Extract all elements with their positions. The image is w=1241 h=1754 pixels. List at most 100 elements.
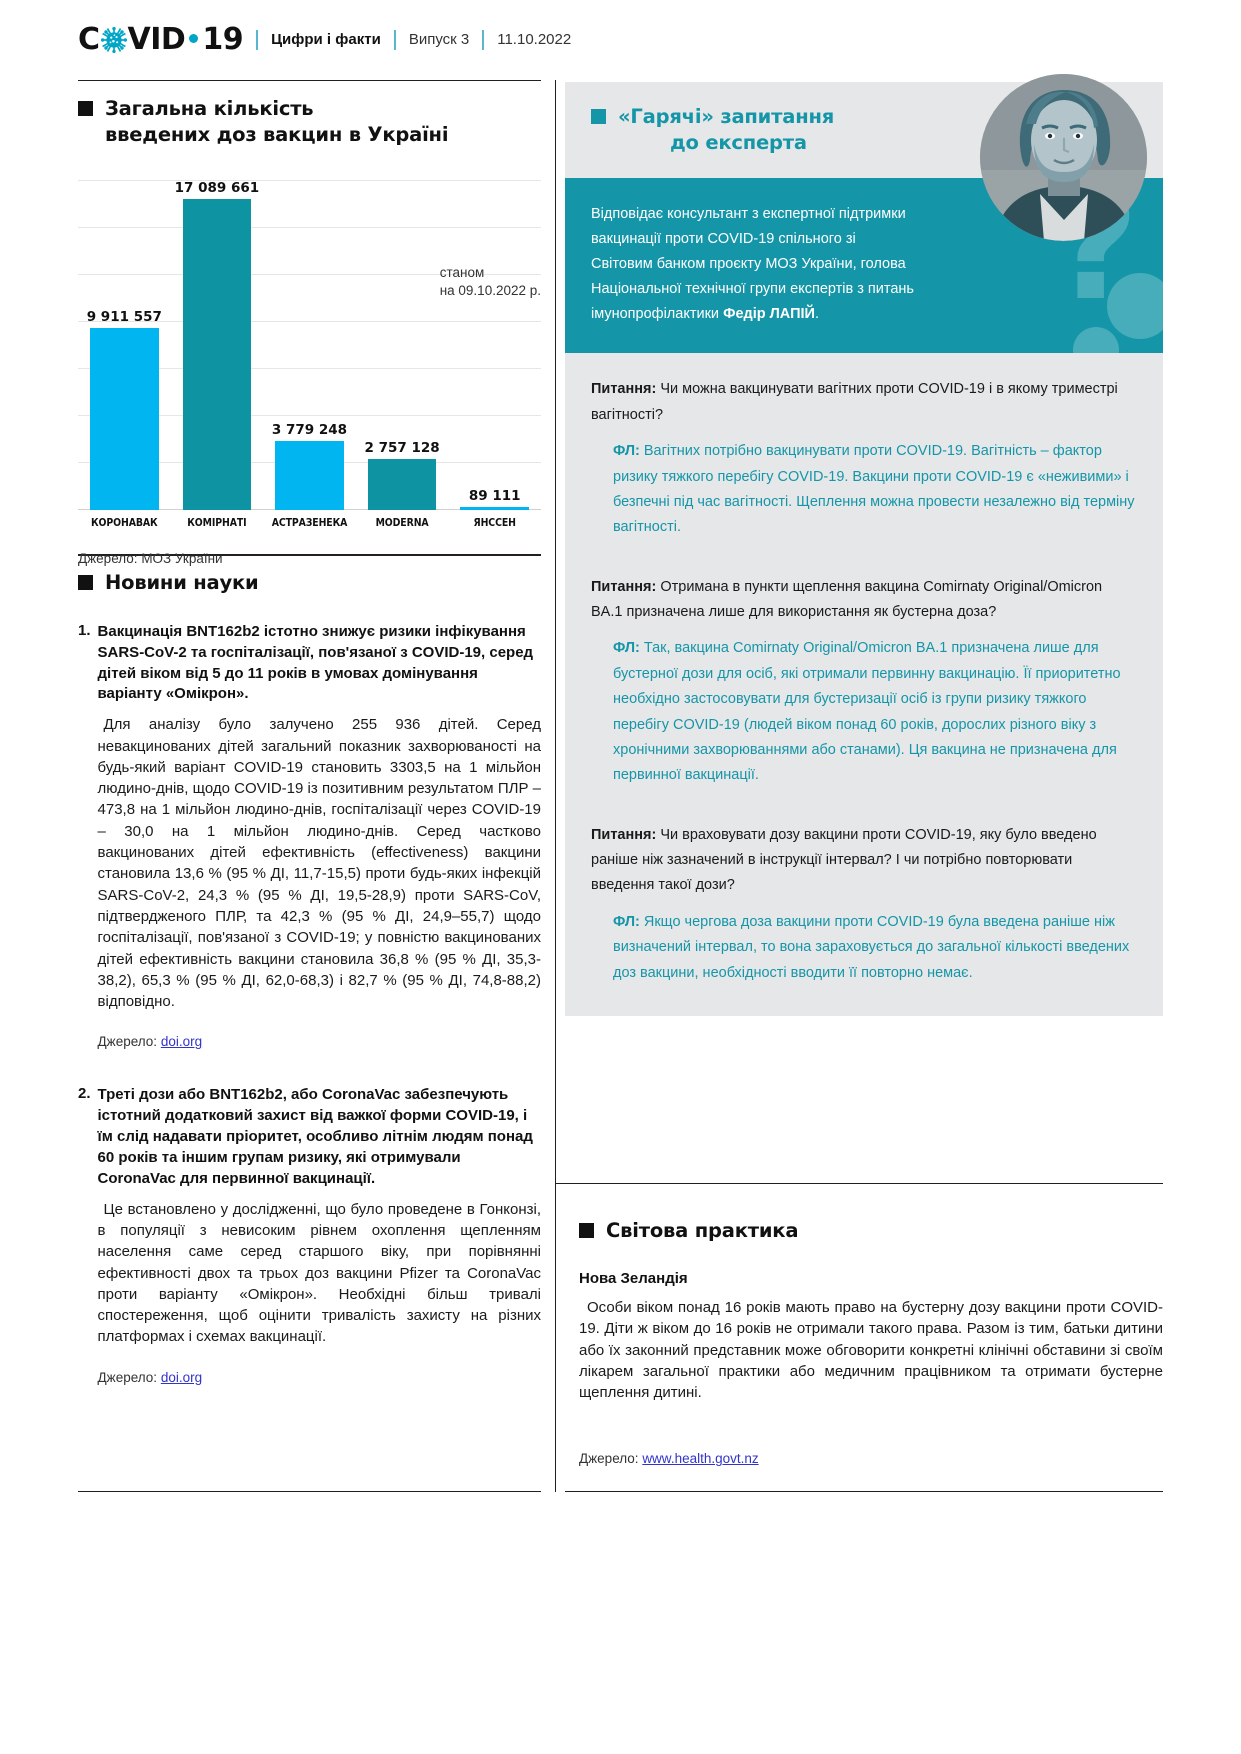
chart-bar-column: 3 779 248 xyxy=(263,180,356,510)
rule-bottom-right xyxy=(565,1491,1163,1492)
logo-number-19: 19 xyxy=(202,22,244,57)
world-practice-block: Світова практика Нова Зеландія Особи вік… xyxy=(565,1192,1163,1466)
source-label: Джерело: xyxy=(97,1369,158,1385)
rule-chart-bottom xyxy=(78,554,541,556)
answer-label: ФЛ: xyxy=(613,443,640,460)
source-link[interactable]: doi.org xyxy=(160,1034,203,1050)
qa-pair: Питання: Чи можна вакцинувати вагітних п… xyxy=(591,377,1137,540)
expert-section-title: «Гарячі» запитання до експерта xyxy=(591,104,1137,156)
divider xyxy=(482,29,485,50)
world-country-name: Нова Зеландія xyxy=(579,1269,688,1287)
source-label: Джерело: xyxy=(579,1451,639,1467)
masthead-issue: Випуск 3 xyxy=(408,31,470,48)
chart-category-label: АСТРАЗЕНЕКА xyxy=(271,516,348,529)
answer: ФЛ: Так, вакцина Comirnaty Original/Omic… xyxy=(591,636,1137,788)
as-of-line2: на 09.10.2022 р. xyxy=(439,283,541,299)
answer-text: Якщо чергова доза вакцини проти COVID-19… xyxy=(613,913,1130,981)
chart-category-label: ЯНССЕН xyxy=(473,516,516,529)
news-item-source: Джерело: doi.org xyxy=(98,1370,541,1385)
source-label: Джерело: xyxy=(78,550,138,566)
question: Питання: Чи враховувати дозу вакцини про… xyxy=(591,823,1137,899)
rule-bottom-left xyxy=(78,1491,541,1492)
covid19-logo: C xyxy=(78,22,244,57)
answer: ФЛ: Вагітних потрібно вакцинувати проти … xyxy=(591,439,1137,541)
world-body-text: Особи віком понад 16 років мають право н… xyxy=(579,1298,1163,1402)
rule-vertical-center xyxy=(555,80,556,1492)
rule-top-left xyxy=(78,80,541,81)
square-bullet-icon xyxy=(591,109,606,124)
decorative-circle xyxy=(1107,273,1163,340)
chart-category-label: MODERNA xyxy=(375,516,429,529)
expert-title-line2: до експерта xyxy=(670,130,807,154)
vaccine-doses-chart-block: Загальна кількість введених доз вакцин в… xyxy=(78,96,541,566)
masthead: C xyxy=(78,22,571,57)
logo-dot-icon xyxy=(189,33,199,43)
expert-qa-pane: Питання: Чи можна вакцинувати вагітних п… xyxy=(565,353,1163,1016)
question-label: Питання: xyxy=(591,381,657,398)
science-news-block: Новини науки 1. Вакцинація BNT162b2 істо… xyxy=(78,570,541,1385)
chart-bar-value-label: 17 089 661 xyxy=(174,179,260,196)
answer-text: Так, вакцина Comirnaty Original/Omicron … xyxy=(613,640,1121,784)
world-title-text: Світова практика xyxy=(606,1219,799,1242)
answer-label: ФЛ: xyxy=(613,640,640,657)
chart-plot-area: 9 911 557 17 089 661 3 779 248 2 757 128 89 … xyxy=(78,179,541,510)
chart-title: Загальна кількість введених доз вакцин в… xyxy=(78,96,541,148)
expert-portrait-avatar xyxy=(980,74,1147,241)
chart-title-line1: Загальна кількість xyxy=(105,97,314,120)
expert-intro-prefix: Відповідає консультант з експертної підт… xyxy=(591,206,914,323)
news-section-title: Новини науки xyxy=(78,570,541,596)
question-text: Чи враховувати дозу вакцини проти COVID-… xyxy=(591,826,1097,894)
news-item: 2. Треті дози або BNT162b2, або CoronaVa… xyxy=(78,1085,541,1384)
chart-bar-value-label: 9 911 557 xyxy=(86,309,162,326)
chart-bar-column: 17 089 661 xyxy=(171,180,264,510)
expert-intro-suffix: . xyxy=(814,306,819,323)
chart-as-of-note: станом на 09.10.2022 р. xyxy=(440,264,541,300)
logo-letters-vid: VID xyxy=(127,22,186,57)
divider xyxy=(393,29,396,50)
square-bullet-icon xyxy=(78,575,93,590)
chart-source: Джерело: МОЗ України xyxy=(78,551,541,566)
chart-bar xyxy=(182,198,252,510)
masthead-tagline: Цифри і факти xyxy=(271,31,381,48)
masthead-date: 11.10.2022 xyxy=(497,31,572,48)
news-item-number: 1. xyxy=(78,621,91,639)
chart-bar xyxy=(275,440,344,510)
chart-bar-column: 9 911 557 xyxy=(78,180,171,510)
chart-bar-value-label: 2 757 128 xyxy=(364,440,440,457)
source-link[interactable]: doi.org xyxy=(160,1369,203,1385)
source-link[interactable]: www.health.govt.nz xyxy=(642,1451,759,1467)
chart-bars: 9 911 557 17 089 661 3 779 248 2 757 128 89 … xyxy=(78,180,541,510)
news-title-text: Новини науки xyxy=(105,571,259,594)
answer-label: ФЛ: xyxy=(613,913,640,930)
news-item-headline: Вакцинація BNT162b2 істотно знижує ризик… xyxy=(97,622,534,703)
square-bullet-icon xyxy=(78,101,93,116)
news-item-number: 2. xyxy=(78,1085,91,1103)
chart-category-labels: КОРОНАВАК КОМІРНАТІ АСТРАЗЕНЕКА MODERNA ЯНСС… xyxy=(78,517,541,529)
expert-title-line1: «Гарячі» запитання xyxy=(618,105,835,128)
question-text: Отримана в пункти щеплення вакцина Comir… xyxy=(591,578,1103,621)
question: Питання: Чи можна вакцинувати вагітних п… xyxy=(591,377,1137,428)
world-source: Джерело: www.health.govt.nz xyxy=(579,1451,1163,1466)
answer: ФЛ: Якщо чергова доза вакцини проти COVI… xyxy=(591,910,1137,986)
chart-category-label: КОМІРНАТІ xyxy=(187,516,247,529)
expert-name: Федір ЛАПІЙ xyxy=(723,306,815,323)
world-section-title: Світова практика xyxy=(579,1218,1163,1244)
chart-category-label: КОРОНАВАК xyxy=(91,516,158,529)
rule-expert-bottom xyxy=(555,1183,1163,1184)
chart-title-line2: введених доз вакцин в Україні xyxy=(105,122,449,146)
news-item-headline: Треті дози або BNT162b2, або CoronaVac з… xyxy=(97,1086,533,1187)
divider xyxy=(256,29,259,50)
chart-bar-column: 89 111 xyxy=(448,180,541,510)
qa-pair: Питання: Чи враховувати дозу вакцини про… xyxy=(591,823,1137,986)
question-text: Чи можна вакцинувати вагітних проти COVI… xyxy=(591,381,1118,423)
news-item-body: Для аналізу було залучено 255 936 дітей.… xyxy=(97,716,541,1011)
answer-text: Вагітних потрібно вакцинувати проти COVI… xyxy=(613,443,1135,536)
expert-qa-block: «Гарячі» запитання до експерта ? Відпові… xyxy=(565,74,1163,1016)
chart-bar xyxy=(90,328,159,510)
logo-letter-c: C xyxy=(78,22,100,57)
virus-icon xyxy=(100,26,127,53)
chart-bar-value-label: 89 111 xyxy=(468,487,521,504)
question-label: Питання: xyxy=(591,578,657,595)
chart-bar-value-label: 3 779 248 xyxy=(271,421,348,438)
news-item-body: Це встановлено у дослідженні, що було пр… xyxy=(97,1200,541,1346)
